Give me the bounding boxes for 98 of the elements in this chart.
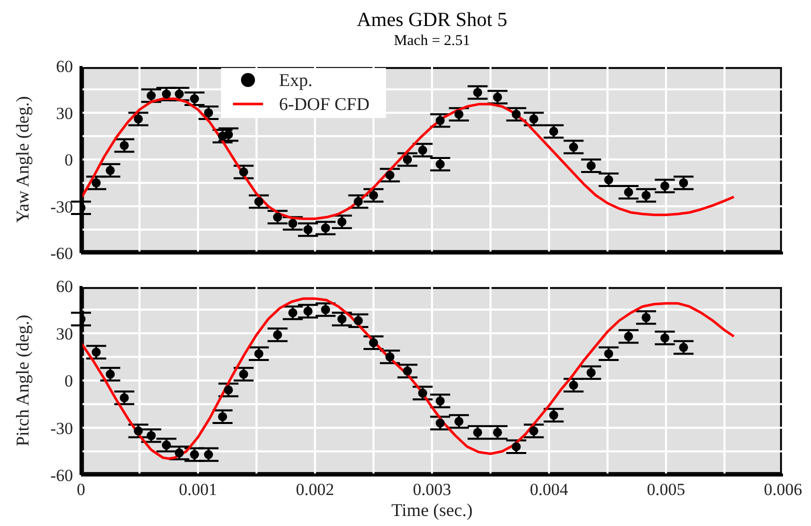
point [385, 170, 394, 180]
point [92, 348, 101, 357]
point [473, 88, 482, 97]
point [106, 166, 115, 175]
point [679, 342, 688, 352]
point [224, 130, 233, 140]
point [436, 418, 445, 428]
point [354, 197, 363, 206]
point [454, 110, 464, 119]
x-tick-label: 0.001 [178, 480, 218, 500]
point [402, 154, 412, 164]
point [134, 426, 143, 436]
line-series [81, 297, 736, 460]
y-axis-title: Yaw Angle (deg.) [12, 96, 32, 223]
y-tick-label: 30 [56, 324, 73, 344]
point [436, 160, 445, 169]
point [493, 92, 502, 102]
point [529, 114, 538, 124]
x-tick-label: 0.003 [412, 480, 452, 500]
point [254, 349, 264, 358]
point [604, 349, 614, 358]
point [512, 442, 521, 452]
point [454, 416, 464, 426]
point [321, 305, 330, 314]
point [660, 181, 670, 190]
point [106, 370, 115, 379]
point [569, 142, 578, 152]
point [239, 167, 248, 176]
point [529, 426, 538, 436]
point [660, 333, 670, 342]
point [642, 190, 651, 200]
point [604, 175, 614, 184]
point [337, 314, 346, 324]
point [146, 431, 156, 440]
point [273, 330, 282, 340]
point [162, 440, 171, 450]
point [385, 352, 394, 362]
point [288, 308, 298, 318]
point [493, 428, 502, 437]
legend-label: Exp. [279, 69, 312, 92]
point [239, 370, 248, 379]
point [321, 224, 330, 233]
point [204, 108, 214, 118]
point [473, 428, 482, 437]
y-tick-label: 60 [56, 57, 73, 76]
y-tick-label: -60 [50, 466, 73, 486]
point [204, 450, 214, 460]
point [368, 338, 378, 348]
y-tick-label: 60 [56, 277, 73, 296]
point [120, 140, 129, 150]
point [642, 312, 651, 322]
point [679, 178, 688, 188]
point [190, 450, 200, 460]
point [436, 396, 445, 406]
point [303, 306, 312, 316]
point [368, 190, 378, 200]
legend-label: 6-DOF CFD [279, 93, 370, 116]
y-tick-label: 0 [64, 372, 73, 391]
point [549, 126, 558, 136]
point [134, 114, 143, 124]
point [586, 161, 596, 170]
x-tick-label: 0.002 [296, 480, 334, 500]
point [586, 368, 596, 378]
point [224, 385, 233, 394]
x-tick-label: 0.004 [530, 480, 569, 500]
point [273, 212, 282, 222]
point [174, 448, 184, 458]
y-tick-label: -30 [50, 418, 73, 438]
y-tick-label: -30 [50, 197, 73, 216]
point [146, 91, 156, 100]
point [303, 225, 312, 234]
point [190, 94, 200, 104]
point [624, 332, 634, 341]
chart-title: Ames GDR Shot 5 [356, 8, 508, 32]
x-tick-label: 0.005 [646, 480, 686, 500]
x-tick-label: 0 [76, 480, 86, 500]
point [418, 388, 428, 398]
chart-subtitle: Mach = 2.51 [392, 32, 472, 50]
point [436, 116, 445, 126]
y-tick-label: 0 [64, 150, 73, 170]
point [92, 178, 101, 188]
x-axis-title: Time (sec.) [391, 500, 473, 520]
point [254, 197, 264, 206]
point [512, 110, 521, 119]
y-tick-label: -60 [50, 244, 73, 264]
point [402, 366, 412, 376]
point [120, 393, 129, 402]
point [418, 146, 428, 155]
point [569, 380, 578, 390]
y-tick-label: 30 [56, 104, 73, 123]
point [337, 217, 346, 226]
point [218, 412, 228, 422]
point [354, 316, 363, 326]
x-tick-label: 0.006 [764, 480, 802, 500]
point [549, 410, 558, 420]
point [624, 188, 634, 197]
y-axis-title: Pitch Angle (deg.) [12, 314, 32, 446]
point [288, 218, 298, 228]
